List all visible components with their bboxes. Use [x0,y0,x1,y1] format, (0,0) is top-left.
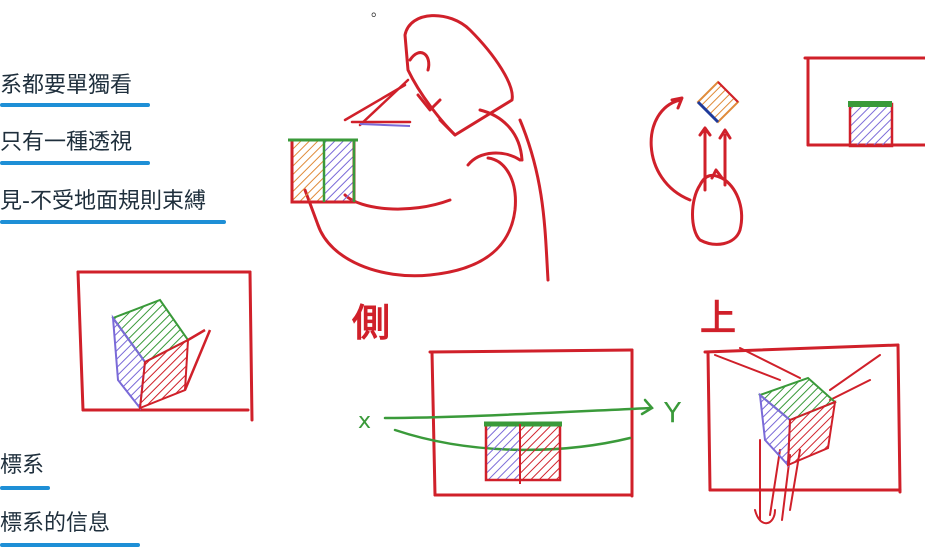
frame-right [703,343,902,494]
perspective-lines-right [714,347,881,525]
note-3: 見-不受地面規則束縛 [0,189,206,214]
cube-left-perspective [111,298,212,411]
note-5-underline [0,543,140,547]
top-dot: 。 [371,4,385,20]
note-2-underline [0,161,150,165]
cube-middle [484,421,562,484]
axis-x-label: x [358,409,371,434]
frame-middle [428,348,634,498]
label-side: 側 [351,301,390,345]
cube-top-right [848,101,894,148]
frame-left [76,270,254,422]
axis-y-label: Y [663,396,682,429]
note-3-underline [0,220,226,224]
head-top-sketch [649,96,744,246]
label-top: 上 [700,298,736,339]
note-4: 標系 [0,453,45,478]
note-4-underline [0,486,50,490]
cube-right-perspective [758,376,837,468]
note-1: 系都要單獨看 [0,73,133,98]
note-5: 標系的信息 [0,511,111,536]
sight-lines [343,78,412,127]
note-2: 只有一種透視 [0,130,133,155]
cube-top-view [696,80,740,124]
cube-side-view [288,138,358,204]
note-1-underline [0,103,150,107]
sight-line-purple [359,123,411,127]
